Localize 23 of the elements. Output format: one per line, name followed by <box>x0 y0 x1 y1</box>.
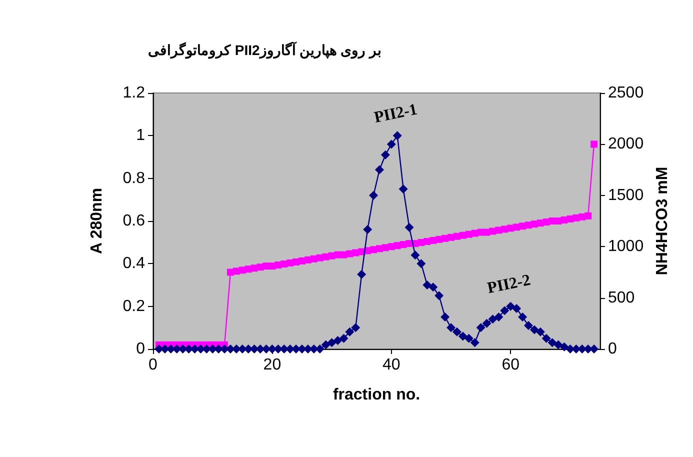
chart-title: کروماتوگرافی PII2بر روی هپارین آگاروز <box>148 41 382 59</box>
x-axis-title: fraction no. <box>332 386 420 404</box>
x-tick-label: 60 <box>502 356 520 374</box>
x-tick-label: 40 <box>382 356 400 374</box>
y-tick-label: 0.2 <box>122 298 146 315</box>
y-tick-label: 0.6 <box>122 212 146 230</box>
annotation: PII2-2 <box>486 272 532 298</box>
y2-tick-label: 1500 <box>608 186 644 204</box>
x-tick-label: 20 <box>263 356 282 374</box>
annotation: PII2-1 <box>372 101 419 126</box>
y-tick-label: 0 <box>136 340 146 358</box>
y2-tick-label: 2000 <box>608 136 644 153</box>
y-tick-label: 1.2 <box>122 84 146 102</box>
y2-tick-label: 0 <box>608 340 617 358</box>
y-tick-label: 1 <box>136 127 146 144</box>
y2-tick-label: 500 <box>608 289 635 306</box>
y2-tick-label: 2500 <box>608 84 644 102</box>
y-tick-label: 0.4 <box>122 255 146 272</box>
y2-axis-title: NH4HCO3 mM <box>654 166 671 276</box>
y-tick-label: 0.8 <box>122 170 146 187</box>
y2-tick-label: 1000 <box>608 238 644 256</box>
x-tick-label: 0 <box>148 356 158 374</box>
y-axis-title: A 280nm <box>88 188 106 254</box>
